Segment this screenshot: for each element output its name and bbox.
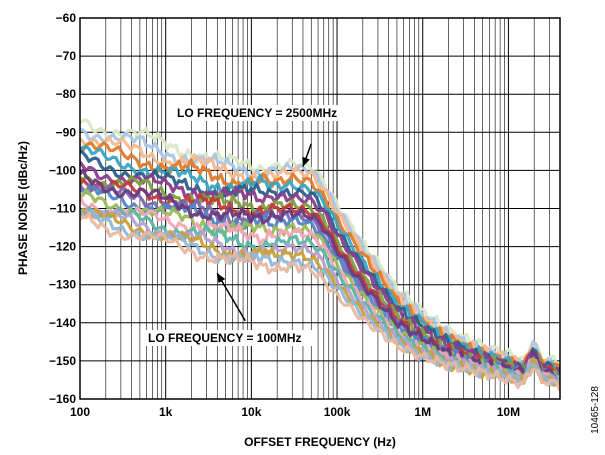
y-tick-label: −140 — [49, 316, 76, 330]
y-tick-label: −110 — [50, 202, 77, 216]
x-tick-label: 1k — [159, 405, 173, 419]
annotation-bg — [144, 330, 314, 346]
y-tick-label: −70 — [56, 49, 77, 63]
series-line — [80, 178, 560, 379]
series-line — [80, 168, 560, 380]
annotation-arrow-line — [216, 272, 246, 322]
series-line — [80, 145, 560, 376]
series-line — [80, 212, 560, 392]
figure-id: 10465-128 — [590, 386, 601, 434]
annotation-bg — [173, 105, 351, 121]
y-tick-label: −130 — [49, 278, 76, 292]
x-tick-label: 10M — [497, 405, 520, 419]
plot-frame — [79, 17, 561, 400]
x-tick-label: 10k — [241, 405, 261, 419]
y-tick-label: −80 — [56, 87, 77, 101]
series-line — [80, 118, 560, 369]
annotation-label: LO FREQUENCY = 100MHz — [148, 331, 301, 345]
annotation-arrow-head — [302, 156, 310, 167]
annotation-label: LO FREQUENCY = 2500MHz — [177, 106, 337, 120]
ticks-layer: 100 1k 10k 100k 1M 10M −160 −150 −140 −130 −120 −11… — [49, 11, 520, 419]
series-layer — [80, 118, 560, 392]
x-tick-label: 100 — [70, 405, 90, 419]
y-tick-label: −150 — [49, 354, 76, 368]
y-tick-label: −90 — [56, 125, 77, 139]
y-tick-label: −120 — [49, 240, 76, 254]
y-tick-label: −100 — [49, 163, 76, 177]
x-tick-label: 1M — [414, 405, 431, 419]
series-line — [80, 207, 560, 388]
x-tick-label: 100k — [324, 405, 351, 419]
y-tick-label: −60 — [56, 11, 77, 25]
x-axis-label: OFFSET FREQUENCY (Hz) — [244, 435, 396, 449]
annotations-layer: LO FREQUENCY = 2500MHz LO FREQUENCY = 100… — [144, 105, 351, 346]
y-axis-label: PHASE NOISE (dBc/Hz) — [16, 141, 30, 275]
annotation-arrow-head — [217, 273, 226, 284]
y-tick-label: −160 — [49, 392, 76, 406]
